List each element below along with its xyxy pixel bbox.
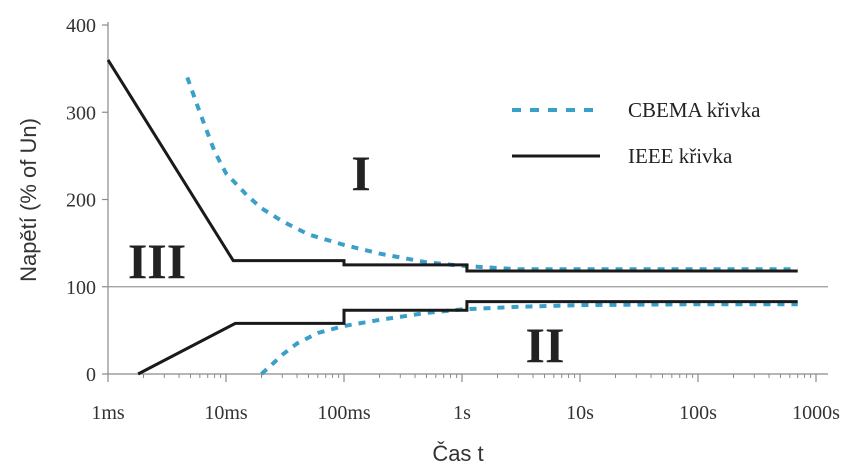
ieee-curve-lower	[137, 300, 798, 376]
x-tick-label-2: 100ms	[317, 402, 371, 424]
y-tick-label-1: 100	[66, 277, 96, 299]
x-axis-title: Čas t	[432, 441, 483, 466]
y-tick-label-3: 300	[66, 102, 96, 124]
x-tick-label-5: 100s	[679, 402, 717, 424]
cbema-curve-upper	[185, 76, 798, 272]
legend-label-2: IEEE křivka	[628, 144, 733, 168]
y-tick-label-0: 0	[86, 364, 96, 386]
axes-layer: 0 100 200 300 400 1ms 10ms 100ms 1s 10s 100s 1000s Č…	[16, 15, 840, 466]
legend: CBEMA křivka IEEE křivka	[512, 98, 761, 168]
cbema-curve-lower	[260, 302, 798, 376]
ieee-curve-upper	[106, 59, 798, 273]
x-tick-label-6: 1000s	[792, 402, 840, 424]
x-tick-label-3: 1s	[453, 402, 471, 424]
y-tick-label-4: 400	[66, 15, 96, 37]
legend-label-1: CBEMA křivka	[628, 98, 761, 122]
x-tick-label-1: 10ms	[204, 402, 248, 424]
x-tick-label-0: 1ms	[91, 402, 125, 424]
region-label-1: I	[351, 145, 370, 201]
y-axis-title: Napětí (% of Un)	[16, 118, 41, 282]
y-tick-label-2: 200	[66, 190, 96, 212]
series-layer	[106, 59, 798, 376]
region-label-3: III	[128, 233, 186, 289]
x-tick-label-4: 10s	[566, 402, 594, 424]
region-label-2: II	[526, 317, 565, 373]
